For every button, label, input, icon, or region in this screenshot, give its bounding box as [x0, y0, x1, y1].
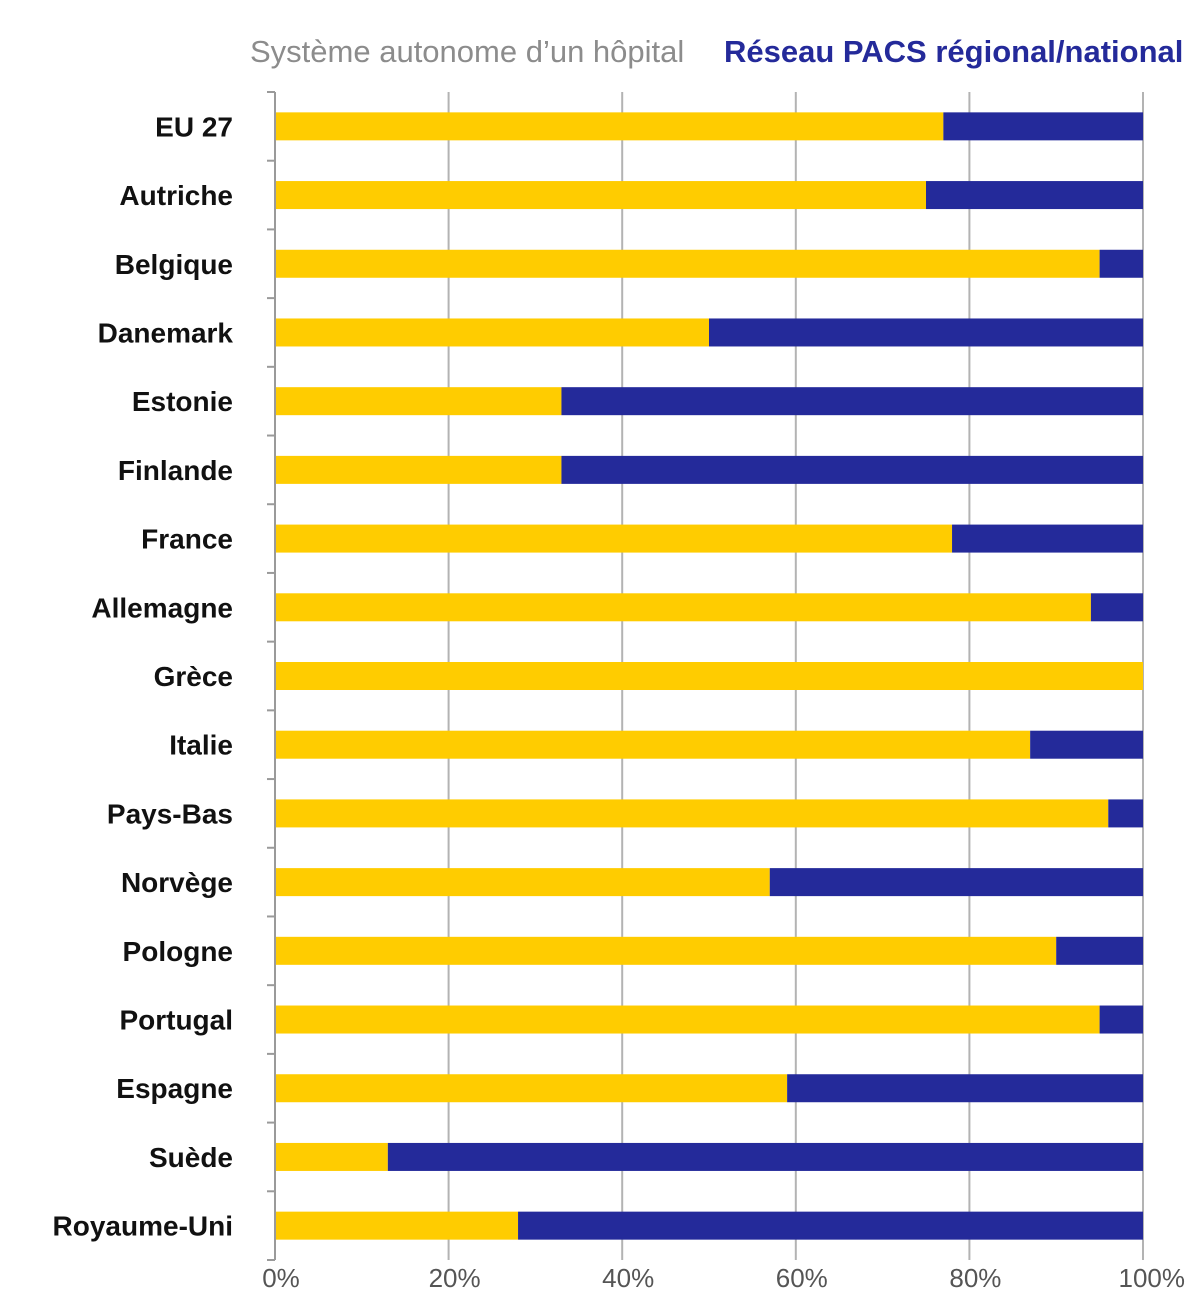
bar-series-2 [787, 1074, 1143, 1103]
bar-series-1 [275, 593, 1091, 622]
bar-series-2 [709, 318, 1143, 347]
bar-series-1 [275, 249, 1100, 278]
bar-series-1 [275, 1074, 788, 1103]
x-tick-label: 80% [949, 1263, 1001, 1293]
bar-series-2 [561, 455, 1143, 484]
bar-series-1 [275, 662, 1143, 690]
y-axis [267, 91, 276, 1261]
legend-series-2: Réseau PACS régional/national [724, 34, 1183, 69]
category-label: Norvège [121, 867, 233, 898]
bar-series-2 [926, 181, 1143, 210]
bar-series-2 [518, 1211, 1143, 1240]
category-labels: EU 27 Autriche Belgique Danemark Estonie Finl… [53, 111, 234, 1241]
category-label: Danemark [98, 317, 234, 348]
x-tick-label: 60% [776, 1263, 828, 1293]
bar-series-2 [1090, 593, 1143, 622]
x-tick-label: 100% [1119, 1263, 1186, 1293]
category-label: France [141, 524, 233, 555]
bar-series-1 [275, 799, 1109, 828]
bar-series-1 [275, 455, 562, 484]
category-label: Pologne [123, 936, 233, 967]
bar-series-1 [275, 730, 1031, 759]
x-tick-label: 0% [262, 1263, 300, 1293]
category-label: Finlande [118, 455, 233, 486]
category-label: EU 27 [155, 111, 233, 142]
category-label: Pays-Bas [107, 798, 233, 829]
bars [275, 112, 1144, 1240]
bar-series-2 [1030, 730, 1143, 759]
category-label: Portugal [119, 1005, 233, 1036]
category-label: Royaume-Uni [53, 1211, 233, 1242]
bar-series-2 [952, 524, 1143, 553]
x-tick-label: 20% [429, 1263, 481, 1293]
bar-series-2 [1108, 799, 1143, 828]
x-tick-label: 40% [602, 1263, 654, 1293]
bar-series-1 [275, 936, 1057, 965]
category-label: Grèce [154, 661, 233, 692]
category-label: Estonie [132, 386, 233, 417]
category-label: Belgique [115, 249, 233, 280]
bar-series-1 [275, 524, 953, 553]
x-tick-labels: 0% 20% 40% 60% 80% 100% [262, 1263, 1185, 1293]
bar-series-2 [1099, 1005, 1143, 1034]
category-label: Suède [149, 1142, 233, 1173]
category-label: Autriche [119, 180, 233, 211]
legend-series-1: Système autonome d’un hôpital [250, 34, 684, 69]
bar-series-2 [943, 112, 1143, 141]
bar-series-1 [275, 1005, 1100, 1034]
bar-series-2 [387, 1142, 1144, 1171]
bar-series-1 [275, 318, 709, 347]
bar-series-2 [1099, 249, 1143, 278]
legend: Système autonome d’un hôpital Réseau PAC… [250, 34, 1183, 69]
bar-series-2 [1056, 936, 1143, 965]
category-label: Allemagne [91, 592, 233, 623]
bar-series-1 [275, 387, 562, 416]
bar-series-1 [275, 868, 770, 897]
bar-series-1 [275, 1142, 388, 1171]
category-label: Espagne [116, 1073, 233, 1104]
bar-series-1 [275, 112, 944, 141]
bar-series-1 [275, 1211, 519, 1240]
bar-series-2 [561, 387, 1143, 416]
category-label: Italie [169, 730, 233, 761]
bar-series-1 [275, 181, 926, 210]
bar-series-2 [769, 868, 1143, 897]
